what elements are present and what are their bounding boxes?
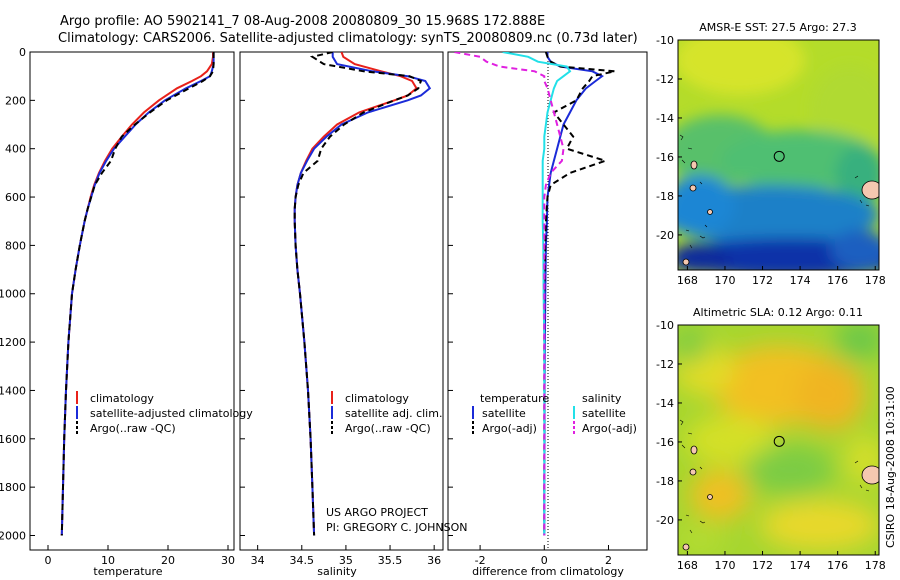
series-line-argo — [543, 52, 616, 536]
map-x-tick-label: 170 — [714, 274, 735, 287]
series-line-satellite — [293, 52, 432, 536]
map-x-tick-label: 178 — [865, 559, 886, 572]
legend-label: Argo(-adj) — [482, 422, 537, 435]
legend-header-salinity: salinity — [582, 392, 622, 405]
legend-label: satellite-adjusted climatology — [90, 407, 253, 420]
series-line-climatology — [60, 52, 214, 536]
y-tick-label: 800 — [5, 239, 26, 252]
map-x-tick-label: 172 — [752, 274, 773, 287]
y-tick-label: 1200 — [0, 336, 26, 349]
sla-map-field — [678, 325, 879, 555]
map-x-tick-label: 176 — [827, 559, 848, 572]
x-tick-label: 2 — [605, 554, 612, 567]
difference-lines — [454, 52, 616, 550]
x-tick-label: 35 — [339, 554, 353, 567]
map-x-tick-label: 174 — [790, 559, 811, 572]
x-tick-label: 36 — [427, 554, 441, 567]
salinity-panel-frame — [239, 51, 444, 551]
salinity-legend: climatology satellite adj. clim. Argo(..… — [326, 391, 467, 534]
map-y-tick-label: -20 — [656, 514, 674, 527]
profile-axes: 0 10 20 30020040060080010001200140016001800… — [0, 46, 612, 567]
series-line-argo — [293, 52, 423, 536]
map-x-tick-label: 176 — [827, 274, 848, 287]
sla-map-title: Altimetric SLA: 0.12 Argo: 0.11 — [693, 306, 863, 319]
sla-map-ticks: 168 170 172 174 176 178 -10 -12 -14 -16 -18 -20 — [656, 319, 886, 572]
map-x-tick-label: 172 — [752, 559, 773, 572]
y-tick-label: 1400 — [0, 384, 26, 397]
legend-label: satellite adj. clim. — [345, 407, 442, 420]
temperature-legend: climatology satellite-adjusted climatolo… — [76, 391, 253, 435]
map-y-tick-label: -12 — [656, 73, 674, 86]
sst-map-title: AMSR-E SST: 27.5 Argo: 27.3 — [699, 21, 857, 34]
y-tick-label: 1000 — [0, 288, 26, 301]
temperature-axis-label: temperature — [93, 565, 162, 578]
x-tick-label: 35.5 — [378, 554, 403, 567]
y-tick-label: 1800 — [0, 481, 26, 494]
legend-label: satellite — [582, 407, 626, 420]
credit-line2: PI: GREGORY C. JOHNSON — [326, 521, 467, 534]
temperature-lines — [60, 52, 215, 536]
y-tick-label: 1600 — [0, 433, 26, 446]
legend-label: Argo(..raw -QC) — [90, 422, 176, 435]
map-x-tick-label: 174 — [790, 274, 811, 287]
difference-legend: temperature salinity satellite Argo(-adj… — [472, 392, 637, 435]
salinity-lines — [293, 52, 432, 536]
difference-axis-label: difference from climatology — [472, 565, 624, 578]
map-x-tick-label: 168 — [677, 559, 698, 572]
sla-map-frame — [677, 324, 880, 556]
x-tick-label: 30 — [221, 554, 235, 567]
x-tick-label: 34 — [251, 554, 265, 567]
sst-map-frame — [677, 39, 880, 271]
x-tick-label: 34.5 — [290, 554, 315, 567]
credit-line1: US ARGO PROJECT — [326, 506, 428, 519]
side-timestamp: CSIRO 18-Aug-2008 10:31:00 — [884, 386, 897, 548]
map-y-tick-label: -14 — [656, 397, 674, 410]
map-y-tick-label: -16 — [656, 151, 674, 164]
figure-title-line1: Argo profile: AO 5902141_7 08-Aug-2008 2… — [60, 14, 545, 29]
y-tick-label: 400 — [5, 143, 26, 156]
legend-label: Argo(..raw -QC) — [345, 422, 431, 435]
x-tick-label: 10 — [101, 554, 115, 567]
series-line-sal_argo — [454, 52, 565, 536]
map-y-tick-label: -14 — [656, 112, 674, 125]
y-tick-label: 200 — [5, 94, 26, 107]
map-y-tick-label: -20 — [656, 229, 674, 242]
legend-header-temperature: temperature — [480, 392, 549, 405]
map-x-tick-label: 168 — [677, 274, 698, 287]
y-tick-label: 2000 — [0, 529, 26, 542]
x-tick-label: 0 — [541, 554, 548, 567]
x-tick-label: 20 — [161, 554, 175, 567]
map-y-tick-label: -18 — [656, 475, 674, 488]
series-line-sal_satellite — [502, 52, 572, 536]
series-line-climatology — [293, 52, 418, 536]
map-y-tick-label: -12 — [656, 358, 674, 371]
series-line-satellite — [543, 52, 605, 536]
legend-label: climatology — [345, 392, 409, 405]
salinity-axis-label: salinity — [317, 565, 357, 578]
legend-label: Argo(-adj) — [582, 422, 637, 435]
y-tick-label: 0 — [19, 46, 26, 59]
argo-position-marker — [773, 150, 785, 162]
map-y-tick-label: -10 — [656, 34, 674, 47]
map-y-tick-label: -16 — [656, 436, 674, 449]
sst-map-ticks: 168 170 172 174 176 178 -10 -12 -14 -16 -18 -20 — [656, 34, 886, 287]
series-line-satellite — [60, 52, 215, 536]
x-tick-label: -2 — [475, 554, 486, 567]
map-y-tick-label: -18 — [656, 190, 674, 203]
argo-position-marker — [773, 435, 785, 447]
series-line-argo — [60, 52, 215, 536]
figure-title-line2: Climatology: CARS2006. Satellite-adjuste… — [58, 31, 638, 46]
sst-map-field — [678, 40, 879, 270]
legend-label: satellite — [482, 407, 526, 420]
y-tick-label: 600 — [5, 191, 26, 204]
map-y-tick-label: -10 — [656, 319, 674, 332]
temperature-panel-frame — [29, 51, 235, 551]
x-tick-label: 0 — [45, 554, 52, 567]
map-x-tick-label: 170 — [714, 559, 735, 572]
legend-label: climatology — [90, 392, 154, 405]
map-x-tick-label: 178 — [865, 274, 886, 287]
